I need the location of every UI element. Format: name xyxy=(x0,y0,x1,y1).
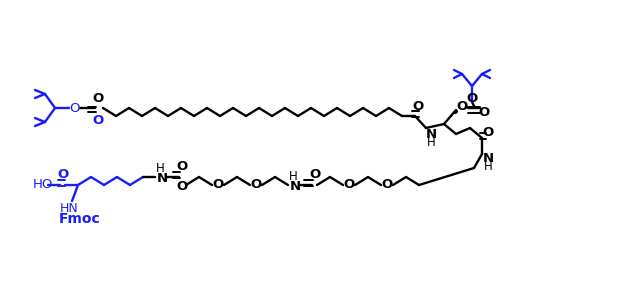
Text: O: O xyxy=(483,126,494,139)
Text: O: O xyxy=(412,99,424,113)
Text: O: O xyxy=(92,114,104,127)
Text: N: N xyxy=(290,179,301,192)
Text: H: H xyxy=(156,162,164,175)
Text: O: O xyxy=(212,178,224,191)
Text: H: H xyxy=(427,136,435,149)
Text: H: H xyxy=(288,171,297,184)
Text: HN: HN xyxy=(60,201,78,214)
Text: H: H xyxy=(483,159,492,172)
Text: N: N xyxy=(483,152,494,165)
Text: O: O xyxy=(176,181,188,194)
Text: O: O xyxy=(58,168,69,181)
Text: O: O xyxy=(69,101,79,114)
Text: O: O xyxy=(467,92,478,104)
Text: N: N xyxy=(426,127,437,140)
Text: O: O xyxy=(344,178,354,191)
Text: O: O xyxy=(92,92,104,104)
Text: O: O xyxy=(478,107,490,120)
Text: O: O xyxy=(310,169,320,182)
Text: Fmoc: Fmoc xyxy=(59,212,101,226)
Text: O: O xyxy=(456,99,468,113)
Text: O: O xyxy=(251,178,262,191)
Text: O: O xyxy=(176,160,188,174)
Text: HO: HO xyxy=(33,178,53,191)
Text: O: O xyxy=(381,178,393,191)
Text: N: N xyxy=(156,172,167,185)
